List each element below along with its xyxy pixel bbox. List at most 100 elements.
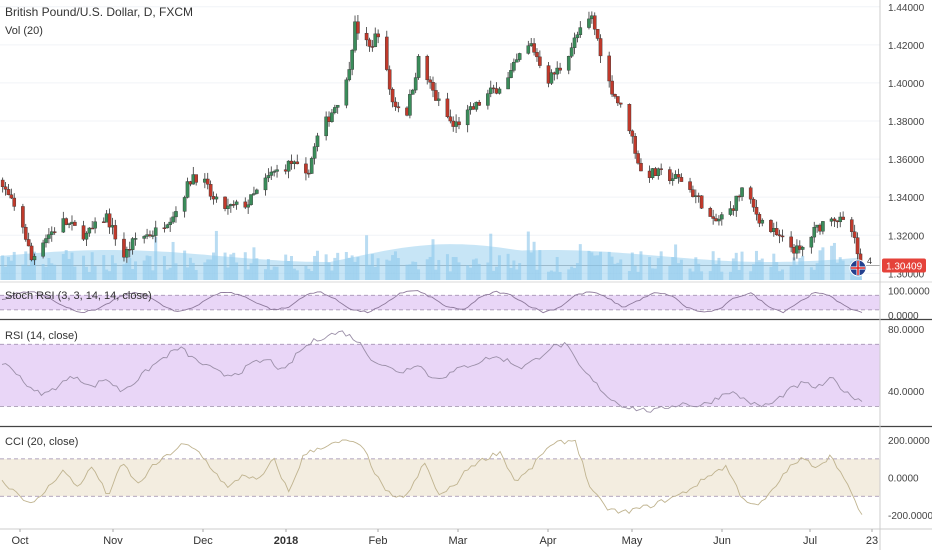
candle-body (688, 181, 692, 190)
candle-body (113, 225, 118, 240)
candle-body (231, 204, 236, 206)
candle-body (532, 43, 536, 53)
candle-body (350, 49, 354, 70)
candle-body (572, 37, 577, 48)
candle-body (23, 226, 28, 240)
candle-body (832, 218, 837, 221)
stoch-rsi-legend[interactable]: Stoch RSI (3, 3, 14, 14, close) (5, 290, 152, 302)
candle-body (133, 238, 138, 240)
candle-body (595, 28, 600, 39)
candle-body (21, 206, 25, 228)
candle-body (194, 174, 198, 183)
candle-body (566, 56, 571, 71)
candle-body (769, 219, 773, 232)
candle-body (295, 161, 300, 165)
candle-body (434, 90, 438, 101)
price-pane[interactable] (0, 0, 880, 281)
cci-legend[interactable]: CCI (20, close) (5, 436, 78, 448)
last-price-marker: 1.30409 (882, 258, 926, 273)
candle-body (465, 109, 470, 126)
candle-body (728, 208, 733, 215)
candle-body (324, 116, 328, 137)
candle-body (168, 221, 172, 225)
candle-body (87, 227, 92, 234)
candle-body (809, 236, 814, 248)
candle-body (486, 93, 490, 106)
candle-body (61, 218, 66, 233)
volume-legend[interactable]: Vol (20) (5, 25, 43, 37)
candle-body (12, 197, 17, 207)
candle-body (855, 237, 860, 255)
candle-body (774, 228, 779, 236)
rsi-legend[interactable]: RSI (14, close) (5, 330, 78, 342)
candle-body (272, 171, 276, 173)
volume-bar (214, 230, 218, 280)
candle-body (699, 195, 704, 209)
candle-body (309, 158, 314, 174)
candle-body (670, 178, 675, 181)
candle-body (376, 33, 380, 38)
time-axis-label: Nov (103, 535, 123, 547)
candle-body (555, 67, 559, 75)
candle-body (575, 34, 580, 39)
candle-body (185, 181, 190, 198)
candle-body (679, 177, 684, 182)
indicator-bands (0, 294, 880, 497)
stoch-tick-label: 0.0000 (888, 311, 919, 322)
candle-body (754, 206, 759, 215)
candle-body (436, 98, 441, 101)
candle-body (390, 88, 395, 103)
candle-body (578, 27, 583, 35)
candle-body (249, 194, 253, 205)
candles (0, 11, 863, 272)
candle-body (107, 213, 112, 228)
candle-body (636, 153, 640, 164)
candle-body (67, 223, 71, 225)
axes: 1.44000 1.42000 1.40000 1.38000 1.36000 1.340… (11, 3, 932, 547)
candle-body (263, 177, 268, 191)
candle-body (151, 235, 155, 237)
candle-body (41, 242, 45, 257)
candle-body (477, 101, 482, 106)
candle-body (165, 224, 170, 229)
candle-body (457, 121, 461, 126)
candle-body (538, 56, 542, 66)
candle-body (64, 218, 69, 225)
cci-tick-label: 200.0000 (888, 436, 930, 447)
candle-body (812, 227, 817, 238)
candle-body (9, 194, 14, 199)
candle-body (29, 245, 34, 261)
candle-body (506, 77, 510, 90)
uk-flag-event-icon[interactable] (849, 259, 867, 277)
candle-body (630, 130, 635, 137)
candle-body (592, 15, 597, 30)
candle-body (387, 69, 392, 90)
candle-body (130, 238, 135, 250)
candle-body (162, 227, 167, 229)
candle-body (330, 112, 334, 122)
candle-body (214, 196, 219, 200)
candle-body (6, 189, 11, 195)
price-tick-label: 1.42000 (888, 41, 925, 52)
candle-body (760, 219, 765, 224)
indicator-lines (1, 290, 863, 515)
price-tick-label: 1.40000 (888, 79, 925, 90)
candle-body (266, 175, 271, 179)
cci-band (0, 458, 880, 497)
candle-body (396, 106, 401, 109)
candle-body (47, 234, 51, 239)
candle-body (90, 227, 95, 230)
chart-title[interactable]: British Pound/U.S. Dollar, D, FXCM (5, 5, 193, 19)
candle-body (384, 36, 389, 70)
candle-body (757, 214, 762, 224)
candle-body (333, 107, 337, 113)
candle-body (49, 231, 54, 235)
candle-body (633, 136, 637, 154)
rsi-tick-label: 40.0000 (888, 387, 925, 398)
candle-body (148, 234, 152, 237)
candle-body (751, 198, 756, 208)
candle-body (347, 69, 352, 81)
candle-body (44, 238, 48, 244)
candle-body (509, 70, 513, 78)
